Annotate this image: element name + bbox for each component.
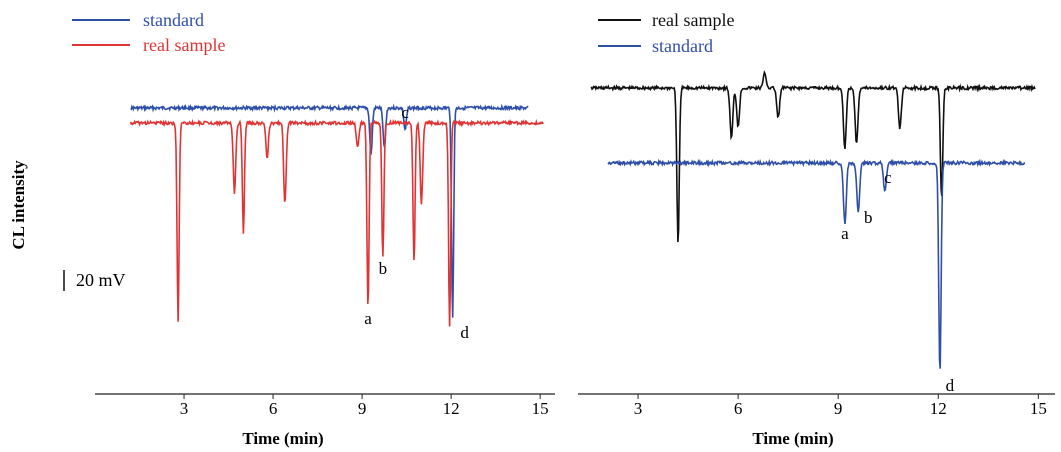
peak-label-a: a	[364, 309, 372, 328]
right-panel: real sample standard 3 6 9 12 15 ab c d Time (…	[578, 10, 1055, 448]
x-tick-label: 15	[1030, 399, 1047, 418]
left-legend-label-real-sample: real sample	[143, 35, 225, 55]
right-x-axis-title: Time (min)	[752, 429, 833, 448]
scale-bar-label: 20 mV	[76, 270, 126, 290]
right-legend-label-standard: standard	[652, 36, 713, 56]
right-peak-labels: ab c d	[841, 168, 955, 395]
x-tick-label: 6	[734, 399, 743, 418]
series-line-standard	[607, 158, 1026, 369]
peak-label-b: b	[379, 259, 388, 278]
peak-label-d: d	[460, 323, 469, 342]
left-peak-labels: a b c d	[364, 103, 469, 342]
peak-label-a: a	[841, 224, 849, 243]
x-tick-label: 9	[834, 399, 843, 418]
x-tick-label: 6	[269, 399, 278, 418]
left-legend: standard real sample	[72, 10, 225, 55]
right-series	[590, 69, 1036, 369]
left-panel: standard real sample 3 6 9 12 15 a b c d Time (…	[72, 10, 555, 448]
left-series	[129, 103, 544, 327]
peak-label-c: c	[401, 103, 409, 122]
series-line-real-sample	[590, 69, 1036, 243]
left-legend-label-standard: standard	[143, 10, 204, 30]
right-legend-label-real-sample: real sample	[652, 10, 734, 30]
left-x-axis-title: Time (min)	[242, 429, 323, 448]
scale-bar: 20 mV	[63, 270, 126, 291]
x-tick-label: 12	[443, 399, 460, 418]
x-tick-label: 12	[930, 399, 947, 418]
peak-label-d: d	[946, 376, 955, 395]
series-line-standard	[130, 103, 529, 318]
right-x-ticks: 3 6 9 12 15	[634, 394, 1047, 418]
peak-label-c: c	[884, 168, 892, 187]
left-x-ticks: 3 6 9 12 15	[180, 394, 549, 418]
y-axis-title: CL intensity	[9, 160, 28, 250]
x-tick-label: 3	[180, 399, 189, 418]
right-legend: real sample standard	[598, 10, 734, 56]
peak-label-b: b	[864, 208, 873, 227]
series-line-real-sample	[129, 118, 544, 327]
x-tick-label: 9	[358, 399, 367, 418]
x-tick-label: 3	[634, 399, 643, 418]
x-tick-label: 15	[532, 399, 549, 418]
